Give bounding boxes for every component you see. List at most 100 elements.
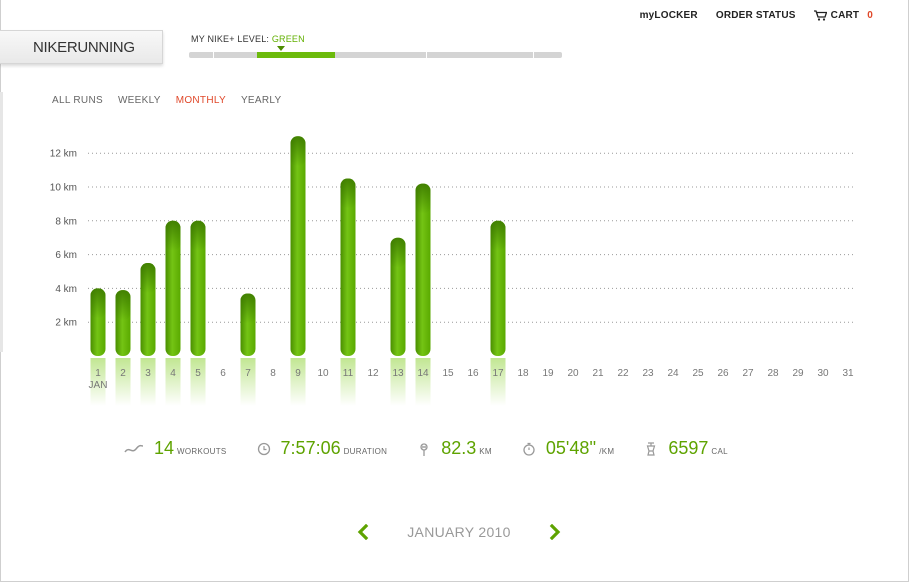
x-tick-label: 28 [767, 368, 779, 379]
month-nav: JANUARY 2010 [355, 520, 563, 544]
bar-reflection [140, 358, 156, 406]
bar-shade [290, 136, 306, 167]
stats-bar: 14 WORKOUTS 7:57:06 DURATION 82.3 KM 05'48'… [124, 438, 758, 459]
x-tick-label: 12 [367, 368, 379, 379]
y-tick-label: 10 km [50, 183, 77, 194]
bar-reflection [340, 358, 356, 406]
nike-level-fill [257, 52, 335, 58]
x-tick-label: 14 [417, 368, 429, 379]
bar-shade [390, 237, 406, 268]
cart-label: CART [830, 10, 860, 21]
cart-link[interactable]: CART 0 [813, 10, 873, 21]
bar-shade [340, 178, 356, 209]
nike-level-value: GREEN [271, 34, 305, 44]
tab-all-runs[interactable]: ALL RUNS [52, 95, 103, 106]
x-month-label: JAN [89, 380, 108, 391]
stat-calories: 6597 CAL [644, 438, 728, 459]
clock-icon [257, 442, 270, 455]
bar-shade [90, 288, 106, 319]
calories-unit: CAL [711, 447, 728, 456]
x-tick-label: 16 [467, 368, 479, 379]
nike-level-bar [189, 52, 562, 58]
order-status-link[interactable]: ORDER STATUS [715, 10, 796, 21]
tab-monthly[interactable]: MONTHLY [175, 95, 226, 106]
bar-shade [490, 220, 506, 251]
duration-value: 7:57:06 [280, 438, 341, 458]
x-tick-label: 1 [95, 368, 101, 379]
bar-reflection [415, 358, 431, 406]
x-tick-label: 27 [742, 368, 754, 379]
period-tabs: ALL RUNS WEEKLY MONTHLY YEARLY [52, 95, 281, 106]
workouts-value: 14 [154, 438, 175, 458]
bar-shade [165, 220, 181, 251]
x-tick-label: 19 [542, 368, 554, 379]
bar-day-13[interactable] [390, 237, 406, 356]
x-tick-label: 25 [692, 368, 704, 379]
bar-day-17[interactable] [490, 220, 506, 356]
top-nav: myLOCKER ORDER STATUS CART 0 [640, 10, 873, 21]
bar-day-5[interactable] [190, 220, 206, 356]
bar-shade [140, 263, 156, 294]
x-tick-label: 26 [717, 368, 729, 379]
x-tick-label: 22 [617, 368, 629, 379]
bar-reflection [290, 358, 306, 406]
bar-shade [240, 293, 256, 324]
y-tick-label: 12 km [50, 149, 77, 160]
x-tick-label: 29 [792, 368, 804, 379]
x-tick-label: 3 [145, 368, 151, 379]
bar-reflection [390, 358, 406, 406]
mylocker-link[interactable]: myLOCKER [639, 10, 698, 21]
x-tick-label: 18 [517, 368, 529, 379]
bar-day-4[interactable] [165, 220, 181, 356]
duration-unit: DURATION [343, 447, 388, 456]
x-tick-label: 8 [270, 368, 276, 379]
nike-level-text: MY NIKE+ LEVEL: [191, 34, 270, 44]
trend-line-icon [124, 444, 144, 452]
y-tick-label: 2 km [55, 318, 77, 329]
brand-tab[interactable]: NIKERUNNING [0, 30, 163, 64]
nike-level-label: MY NIKE+ LEVEL: GREEN [191, 34, 305, 44]
distance-value: 82.3 [441, 438, 477, 458]
bar-day-9[interactable] [290, 136, 306, 356]
pace-value: 05'48'' [545, 438, 597, 458]
x-tick-label: 24 [667, 368, 679, 379]
month-label: JANUARY 2010 [407, 524, 511, 540]
x-tick-label: 5 [195, 368, 201, 379]
x-tick-label: 2 [120, 368, 126, 379]
next-month-icon[interactable] [547, 524, 563, 540]
location-pin-icon [420, 442, 428, 456]
x-tick-label: 4 [170, 368, 176, 379]
x-tick-label: 17 [492, 368, 504, 379]
brand-nike: NIKE [33, 39, 67, 56]
bar-shade [415, 183, 431, 214]
tab-yearly[interactable]: YEARLY [240, 95, 282, 106]
x-tick-label: 23 [642, 368, 654, 379]
bar-reflection [190, 358, 206, 406]
bar-day-14[interactable] [415, 183, 431, 356]
bar-reflection [90, 358, 106, 406]
prev-month-icon[interactable] [355, 524, 371, 540]
x-tick-label: 20 [567, 368, 579, 379]
calories-value: 6597 [668, 438, 709, 458]
x-tick-label: 31 [842, 368, 854, 379]
bar-day-11[interactable] [340, 178, 356, 356]
x-tick-label: 10 [317, 368, 329, 379]
stopwatch-icon [523, 442, 535, 456]
pace-unit: /KM [599, 447, 615, 456]
bar-shade [115, 290, 131, 321]
stat-workouts: 14 WORKOUTS [124, 438, 227, 459]
bar-reflection [490, 358, 506, 406]
x-tick-label: 9 [295, 368, 301, 379]
stat-pace: 05'48''/KM [522, 438, 614, 459]
bar-reflection [165, 358, 181, 406]
tab-weekly[interactable]: WEEKLY [117, 95, 161, 106]
x-tick-label: 15 [442, 368, 454, 379]
calories-icon [647, 441, 656, 456]
level-tick [533, 52, 534, 58]
y-tick-label: 8 km [55, 216, 77, 227]
x-tick-label: 11 [343, 368, 354, 379]
brand-running: RUNNING [66, 39, 135, 56]
x-tick-label: 6 [220, 368, 226, 379]
level-tick [426, 52, 427, 58]
